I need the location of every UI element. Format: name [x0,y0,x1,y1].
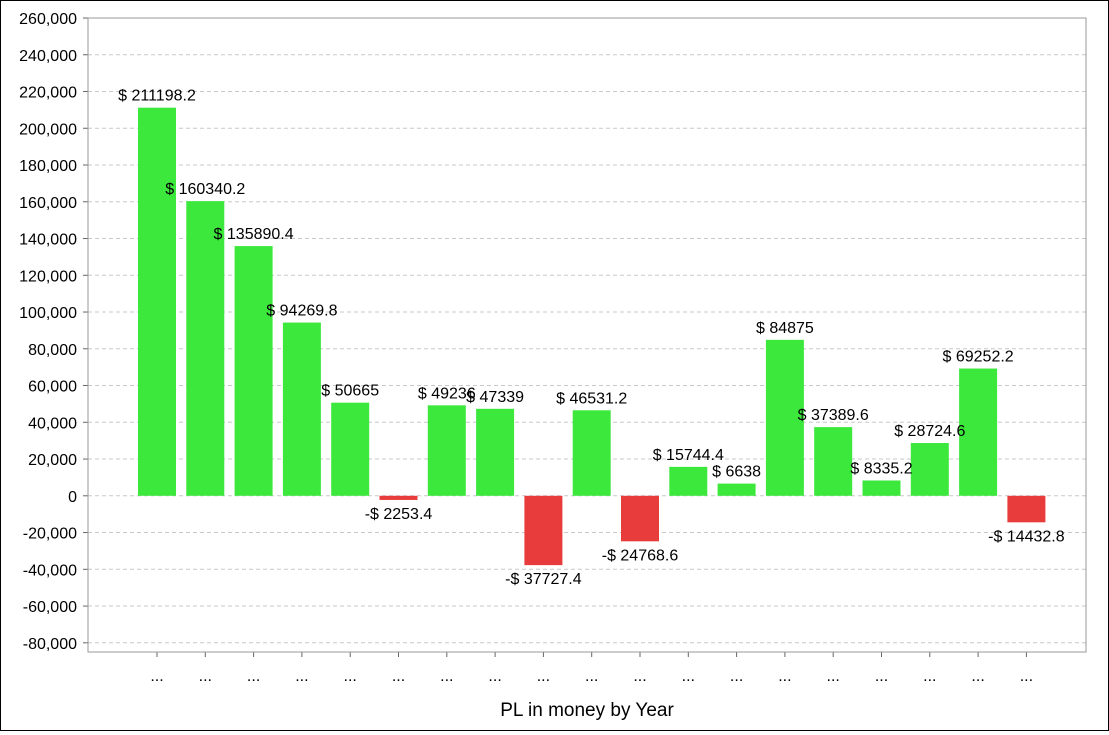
bar [379,495,418,500]
data-label: -$ 14432.8 [988,528,1065,545]
y-tick-label: 80,000 [28,342,77,359]
x-tick-label: ... [488,668,501,685]
x-tick-label: ... [537,668,550,685]
bar [621,495,659,542]
y-tick-label: 220,000 [19,85,77,102]
x-tick-label: ... [199,668,212,685]
x-tick-label: ... [778,668,791,685]
y-tick-label: 200,000 [19,121,77,138]
y-tick-label: 240,000 [19,48,77,65]
data-label: $ 46531.2 [556,390,627,407]
y-tick-label: -80,000 [23,636,77,653]
bar [186,201,225,496]
bar [814,427,853,496]
bar [862,480,901,496]
x-tick-label: ... [585,668,598,685]
y-tick-label: -60,000 [23,599,77,616]
data-label: $ 8335.2 [850,460,912,477]
y-tick-label: 0 [68,489,77,506]
bar [476,408,515,496]
data-label: $ 69252.2 [943,349,1014,366]
plot-area-border [87,17,1087,653]
bar [669,466,708,496]
bar [959,368,998,496]
y-tick-label: 140,000 [19,232,77,249]
y-tick-label: 160,000 [19,195,77,212]
bars [138,107,1046,566]
bar [765,339,804,496]
data-label: $ 37389.6 [798,407,869,424]
data-label: $ 135890.4 [214,226,294,243]
x-tick-label: ... [150,668,163,685]
x-tick-label: ... [392,668,405,685]
x-tick-label: ... [633,668,646,685]
data-label: $ 49236 [418,385,476,402]
data-labels: $ 211198.2 $ 160340.2 $ 135890.4 $ 94269.8 $… [118,88,1065,588]
bar [717,483,756,496]
y-tick-label: 100,000 [19,305,77,322]
data-label: -$ 2253.4 [365,506,433,523]
data-label: $ 160340.2 [165,181,245,198]
y-tick-label: -40,000 [23,562,77,579]
data-label: -$ 24768.6 [602,547,679,564]
bar [234,246,273,496]
data-label: $ 6638 [712,464,761,481]
data-label: $ 94269.8 [266,303,337,320]
bar [910,443,949,496]
data-label: $ 50665 [321,383,379,400]
bar [138,107,176,496]
x-tick-label: ... [682,668,695,685]
data-label: $ 47339 [466,389,524,406]
y-tick-label: 60,000 [28,379,77,396]
x-axis-title: PL in money by Year [500,700,674,721]
x-tick-label: ... [1020,668,1033,685]
y-tick-label: 180,000 [19,158,77,175]
bar [1007,495,1046,523]
x-tick-label: ... [247,668,260,685]
bar [282,322,321,496]
x-tick-label: ... [827,668,840,685]
data-label: $ 15744.4 [653,447,724,464]
x-tick-label: ... [971,668,984,685]
y-tick-label: 40,000 [28,415,77,432]
bar [427,405,466,496]
data-label: $ 84875 [756,320,814,337]
data-label: -$ 37727.4 [505,571,582,588]
x-tick-label: ... [295,668,308,685]
y-tick-label: 120,000 [19,268,77,285]
y-axis-ticks: 260,000 240,000 220,000 200,000 180,000 160,0… [19,11,88,653]
data-label: $ 211198.2 [118,88,196,105]
x-axis-ticks: ........................................… [150,652,1033,685]
x-tick-label: ... [344,668,357,685]
bar [524,495,563,566]
y-tick-label: 260,000 [19,11,77,28]
x-tick-label: ... [875,668,888,685]
x-tick-label: ... [923,668,936,685]
x-tick-label: ... [440,668,453,685]
y-tick-label: -20,000 [23,526,77,543]
y-tick-label: 20,000 [28,452,77,469]
bar [572,410,611,496]
x-tick-label: ... [730,668,743,685]
bar [331,402,370,496]
data-label: $ 28724.6 [894,423,965,440]
